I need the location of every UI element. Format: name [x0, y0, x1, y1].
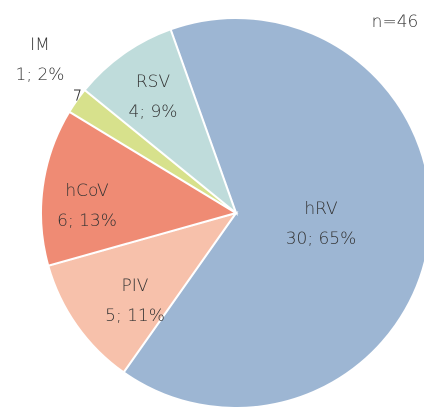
slice-label: RSV [136, 72, 171, 92]
pie-slice [40, 110, 239, 267]
slice-value: 1; 2% [16, 65, 65, 85]
slice-value: 5; 11% [105, 306, 165, 326]
leader-line [74, 89, 81, 101]
slice-value: 30; 65% [286, 229, 357, 249]
slice-label: IM [30, 35, 50, 55]
sample-size: n=46 [372, 12, 419, 32]
pie-slice [83, 28, 239, 217]
slice-value: 4; 9% [129, 102, 178, 122]
slice-label: PIV [122, 276, 149, 296]
slice-label: hRV [304, 199, 338, 219]
slice-value: 6; 13% [57, 211, 117, 231]
slice-label: hCoV [65, 181, 109, 201]
pie-slice [122, 17, 424, 407]
